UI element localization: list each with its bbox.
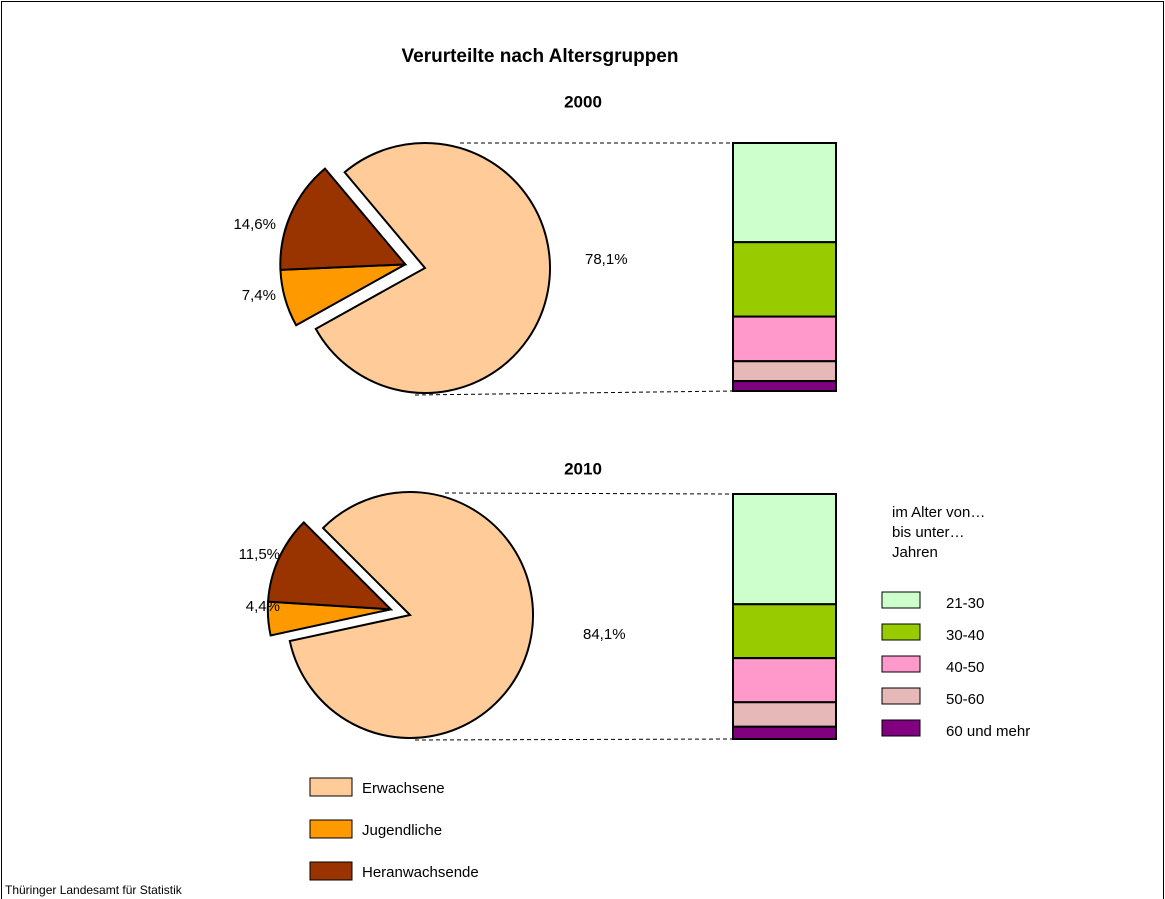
- legend-title: bis unter…: [892, 524, 965, 541]
- data-label: 14,6%: [233, 216, 276, 233]
- connector: [414, 390, 734, 396]
- bar-segment: [732, 603, 837, 660]
- legend-label: Heranwachsende: [362, 864, 479, 881]
- legend-swatch: [881, 655, 921, 673]
- bar-segment: [732, 241, 837, 318]
- legend-swatch: [881, 687, 921, 705]
- legend-swatch: [309, 861, 353, 881]
- subtitle: 2010: [564, 459, 602, 478]
- subtitle: 2000: [564, 92, 602, 111]
- pie-slice: [314, 142, 551, 394]
- legend-label: 21-30: [946, 595, 984, 612]
- legend-label: 30-40: [946, 627, 984, 644]
- bar-segment: [732, 493, 837, 606]
- legend-label: Erwachsene: [362, 780, 445, 797]
- data-label: 11,5%: [239, 546, 280, 563]
- bar-segment: [732, 315, 837, 363]
- connector: [444, 492, 734, 495]
- legend-swatch: [309, 819, 353, 839]
- legend-swatch: [881, 719, 921, 737]
- source: Thüringer Landesamt für Statistik: [5, 883, 183, 897]
- bar-segment: [732, 657, 837, 704]
- legend-title: im Alter von…: [892, 504, 985, 521]
- bar-segment: [732, 701, 837, 728]
- legend-label: 60 und mehr: [946, 723, 1030, 740]
- legend-title: Jahren: [892, 544, 938, 561]
- pie-slice: [288, 491, 534, 739]
- bar-segment: [732, 380, 837, 392]
- legend-label: 50-60: [946, 691, 984, 708]
- legend-label: Jugendliche: [362, 822, 442, 839]
- legend-label: 40-50: [946, 659, 984, 676]
- pie-slice: [279, 167, 408, 271]
- bar-segment: [732, 142, 837, 244]
- legend-swatch: [309, 777, 353, 797]
- data-label: 78,1%: [585, 251, 628, 268]
- chart-title: Verurteilte nach Altersgruppen: [402, 46, 679, 67]
- legend-swatch: [881, 591, 921, 609]
- bar-segment: [732, 360, 837, 383]
- data-label: 7,4%: [242, 287, 276, 304]
- legend-swatch: [881, 623, 921, 641]
- pie-slice: [266, 520, 394, 611]
- connector: [414, 738, 734, 741]
- bar-segment: [732, 725, 837, 740]
- data-label: 84,1%: [583, 626, 626, 643]
